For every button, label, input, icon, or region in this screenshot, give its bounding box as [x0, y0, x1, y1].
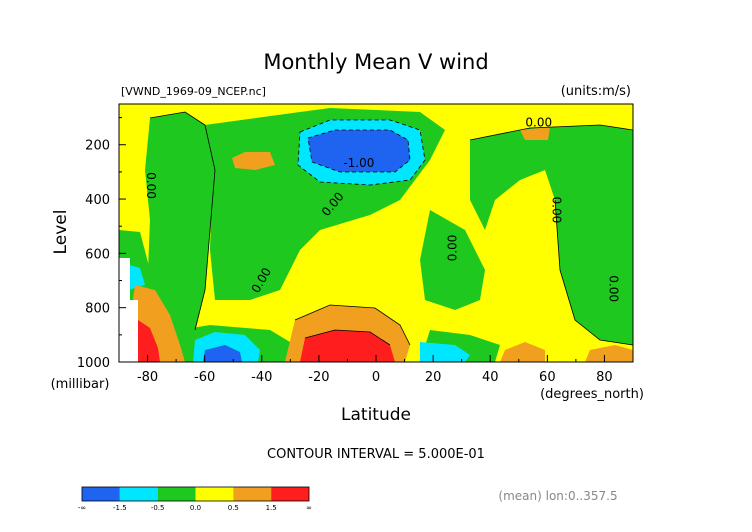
colorbar-tick-label: -0.5	[151, 504, 165, 512]
zero-contour-line	[554, 199, 633, 346]
missing-data-patch	[119, 258, 138, 362]
x-axis-label: Latitude	[341, 405, 411, 425]
averaging-note: (mean) lon:0..357.5	[498, 489, 617, 503]
region-orange-upper-south	[232, 152, 275, 170]
colorbar-swatch	[271, 487, 309, 501]
contour-value-label: 0.00	[549, 197, 563, 224]
x-tick-label: 20	[425, 370, 442, 385]
zero-contour-line	[469, 124, 633, 141]
colorbar-swatch	[119, 487, 158, 501]
zero-contour-line	[149, 111, 216, 331]
contour-value-label: 0.00	[525, 116, 552, 130]
y-tick-label: 800	[85, 302, 110, 317]
y-tick-label: 1000	[77, 356, 110, 371]
x-axis-units: (degrees_north)	[540, 387, 644, 402]
y-tick-label: 400	[85, 193, 110, 208]
y-axis: 200 400 600 800 1000	[77, 117, 126, 371]
region-blue-jet	[308, 130, 410, 172]
contour-field	[119, 104, 633, 362]
file-label: [VWND_1969-09_NCEP.nc]	[121, 85, 266, 98]
y-axis-label: Level	[51, 210, 71, 255]
contour-value-label: 0.00	[144, 172, 158, 199]
contour-interval-note: CONTOUR INTERVAL = 5.000E-01	[267, 447, 485, 462]
colorbar-tick-label: 0.0	[190, 504, 201, 512]
x-tick-label: 0	[372, 370, 380, 385]
y-tick-label: 600	[85, 247, 110, 262]
x-tick-label: -80	[137, 370, 158, 385]
negative-contour-line	[297, 119, 426, 186]
y-axis-units: (millibar)	[51, 377, 110, 392]
colorbar-tick-label: 0.5	[228, 504, 239, 512]
contour-lines	[149, 111, 633, 346]
region-red-surface-core	[300, 330, 395, 362]
positive-contour-line	[304, 329, 391, 346]
colorbar-frame	[81, 486, 310, 502]
colorbar-swatch	[195, 487, 234, 501]
colorbar-tick-label: -1.5	[113, 504, 127, 512]
region-blue-south-surface	[203, 345, 242, 362]
x-tick-label: -20	[308, 370, 329, 385]
chart-title: Monthly Mean V wind	[263, 50, 488, 74]
contour-value-label: 0.00	[607, 275, 621, 302]
region-orange-north-surface-b	[585, 345, 633, 362]
x-tick-label: -60	[194, 370, 215, 385]
colorbar-swatch	[82, 487, 120, 501]
region-green-southern-column	[145, 112, 215, 345]
colorbar-tick-label: -∞	[78, 504, 86, 512]
region-orange-north-surface-a	[500, 342, 545, 362]
colorbar-tick-label: 1.5	[266, 504, 277, 512]
region-orange-upper-north	[520, 127, 550, 140]
region-green-tropical-lower	[420, 210, 485, 310]
region-green-northern-column	[470, 125, 633, 345]
x-tick-label: 80	[596, 370, 613, 385]
y-tick-label: 200	[85, 139, 110, 154]
x-axis: -80 -60 -40 -20 0 20 40 60 80	[118, 355, 634, 385]
region-cyan-tropical-surface	[420, 342, 470, 362]
colorbar-tick-label: ∞	[306, 504, 312, 512]
x-tick-label: 40	[482, 370, 499, 385]
colorbar-swatch	[233, 487, 272, 501]
x-tick-label: -40	[251, 370, 272, 385]
region-red-antarctic	[138, 320, 160, 362]
positive-contour-line	[294, 304, 411, 346]
negative-contour-line	[307, 129, 411, 173]
contour-value-label: 0.00	[446, 235, 460, 262]
x-tick-label: 60	[539, 370, 556, 385]
contour-value-label: -1.00	[343, 156, 374, 170]
colorbar-swatch	[157, 487, 196, 501]
colorbar: -∞ -1.5 -0.5 0.0 0.5 1.5 ∞	[78, 486, 312, 512]
units-label: (units:m/s)	[561, 84, 631, 99]
